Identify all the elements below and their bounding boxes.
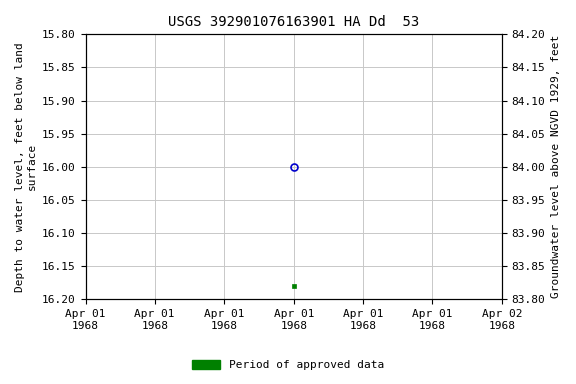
Y-axis label: Groundwater level above NGVD 1929, feet: Groundwater level above NGVD 1929, feet: [551, 35, 561, 298]
Legend: Period of approved data: Period of approved data: [188, 356, 388, 375]
Title: USGS 392901076163901 HA Dd  53: USGS 392901076163901 HA Dd 53: [168, 15, 419, 29]
Y-axis label: Depth to water level, feet below land
surface: Depth to water level, feet below land su…: [15, 42, 37, 292]
